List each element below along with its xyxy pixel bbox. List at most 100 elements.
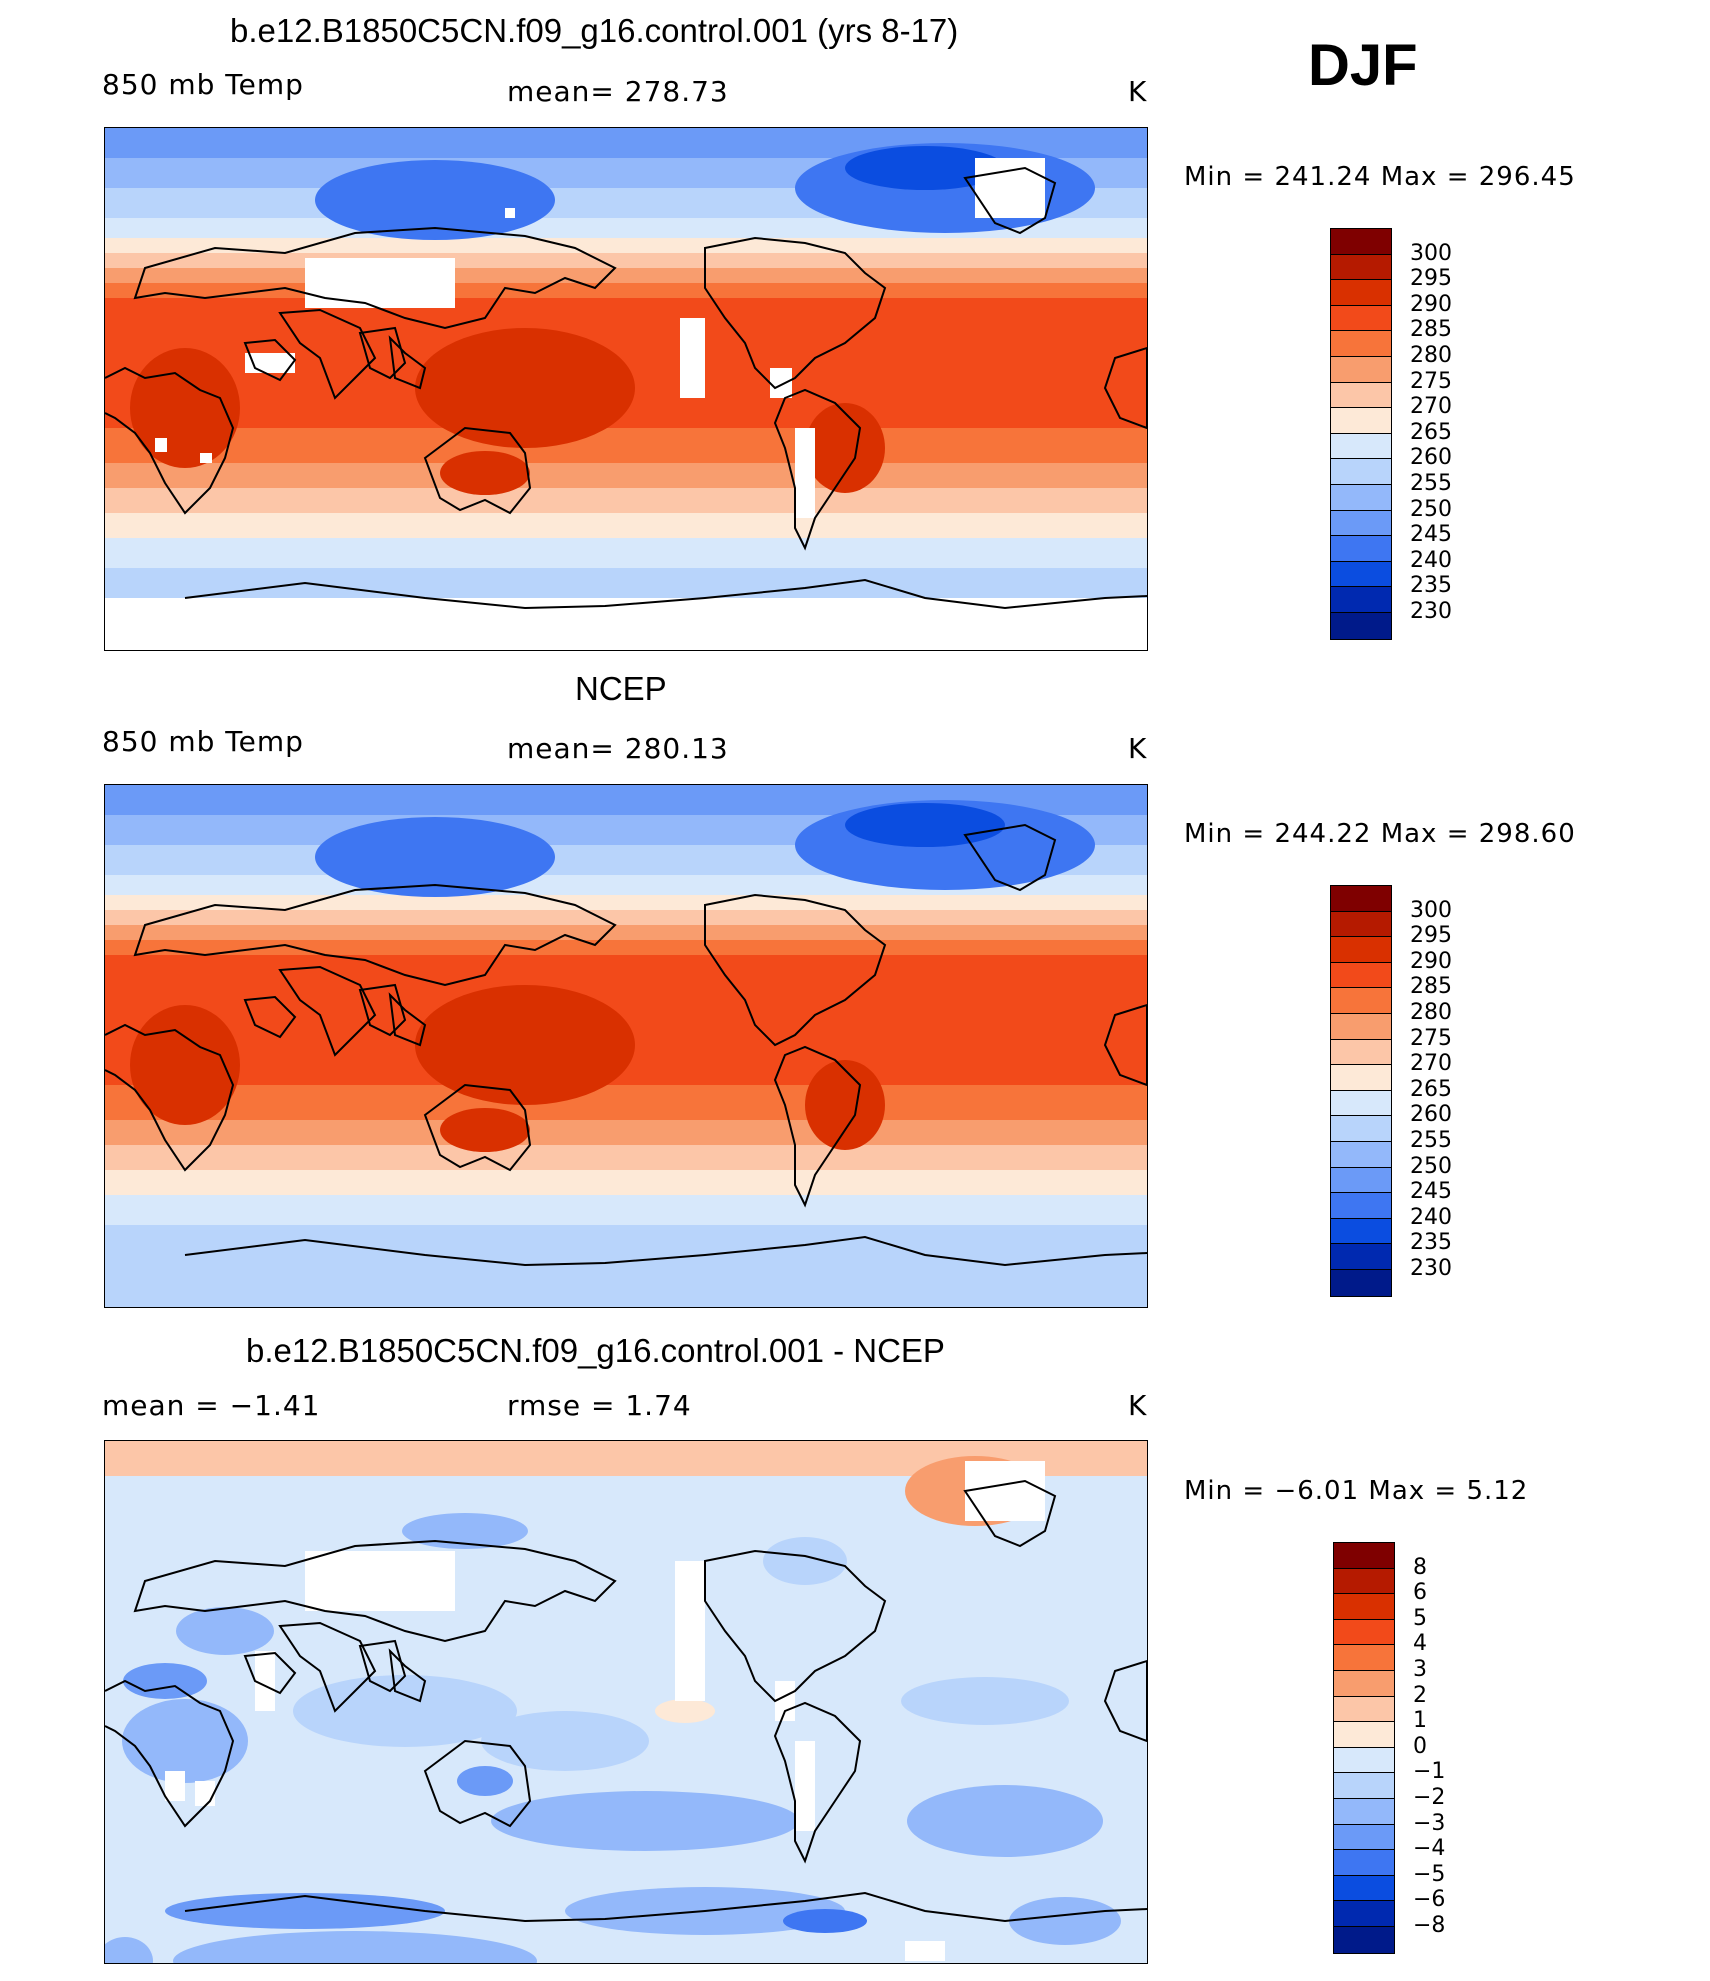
missing-data-patch <box>975 158 1045 218</box>
diff-anomaly-region <box>176 1607 274 1655</box>
diff-near-zero-region <box>655 1699 715 1723</box>
missing-data-patch <box>305 258 455 308</box>
coastline <box>1103 346 1147 430</box>
temperature-band <box>105 940 1147 955</box>
coastline <box>423 1739 532 1828</box>
cold-core-arctic <box>845 803 1005 847</box>
colorbar-tick-label: 2 <box>1413 1682 1427 1708</box>
coastline <box>243 995 297 1039</box>
missing-data-patch <box>155 438 167 452</box>
diff-anomaly-region <box>481 1711 649 1771</box>
coastline <box>133 1539 617 1643</box>
colorbar-tick-label: 1 <box>1413 1708 1427 1734</box>
colorbar-swatch <box>1331 1039 1391 1066</box>
colorbar-tick-label: 260 <box>1410 1102 1452 1128</box>
colorbar-tick-label: 230 <box>1410 599 1452 624</box>
panel3-units-label: K <box>1128 1389 1148 1422</box>
colorbar-swatch <box>1331 587 1391 613</box>
colorbar-tick-label: 8 <box>1413 1554 1427 1580</box>
temperature-band <box>105 268 1147 283</box>
coastline <box>704 893 887 1047</box>
colorbar-swatch <box>1331 433 1391 460</box>
panel2-map-field <box>105 785 1147 1307</box>
temperature-band <box>105 238 1147 253</box>
colorbar-swatch <box>1331 1090 1391 1117</box>
missing-data-patch <box>680 318 705 398</box>
missing-data-patch <box>505 208 515 218</box>
colorbar-swatch <box>1334 1619 1394 1646</box>
colorbar-swatch <box>1331 280 1391 306</box>
diff-anomaly-region <box>457 1766 513 1796</box>
colorbar-tick-label: 295 <box>1410 923 1452 949</box>
colorbar-swatch <box>1331 229 1391 255</box>
temperature-band <box>105 568 1147 598</box>
temperature-band <box>105 1225 1147 1255</box>
colorbar-swatch <box>1331 561 1391 588</box>
colorbar-tick-label: 4 <box>1413 1631 1427 1657</box>
panel3-colorbar <box>1333 1542 1395 1954</box>
coastline <box>243 1651 297 1695</box>
colorbar-swatch <box>1331 1065 1391 1091</box>
colorbar-swatch <box>1331 1218 1391 1245</box>
colorbar-swatch <box>1331 911 1391 938</box>
coastline <box>105 1679 235 1828</box>
diff-anomaly-region <box>783 1909 867 1933</box>
diff-anomaly-region <box>123 1663 207 1699</box>
colorbar-swatch <box>1331 1167 1391 1194</box>
panel2-variable-label: 850 mb Temp <box>102 725 304 758</box>
colorbar-tick-label: 300 <box>1410 897 1452 923</box>
warm-core-africa <box>130 1005 240 1125</box>
missing-data-patch <box>245 353 295 373</box>
colorbar-tick-label: 240 <box>1410 1204 1452 1230</box>
temperature-band <box>105 925 1147 940</box>
temperature-band <box>105 253 1147 268</box>
missing-data-patch <box>200 453 212 463</box>
colorbar-tick-label: −1 <box>1413 1759 1446 1785</box>
colorbar-tick-label: 5 <box>1413 1605 1427 1631</box>
missing-data-patch <box>305 1551 455 1611</box>
colorbar-swatch <box>1334 1798 1394 1825</box>
diff-anomaly-region <box>293 1675 517 1747</box>
temperature-band <box>105 1120 1147 1145</box>
warm-core-australia <box>440 1108 530 1152</box>
temperature-band <box>105 1195 1147 1225</box>
coastline <box>358 1639 407 1693</box>
colorbar-swatch <box>1334 1926 1394 1953</box>
coastline <box>423 1083 532 1172</box>
colorbar-swatch <box>1331 459 1391 485</box>
colorbar-swatch <box>1334 1543 1394 1569</box>
colorbar-tick-label: 255 <box>1410 471 1452 496</box>
colorbar-swatch <box>1331 1269 1391 1296</box>
temperature-band <box>105 1145 1147 1170</box>
diff-anomaly-region <box>122 1699 248 1783</box>
colorbar-swatch <box>1331 1116 1391 1142</box>
coastline <box>1103 1003 1147 1087</box>
colorbar-swatch <box>1331 254 1391 281</box>
warm-pool-indo-pacific <box>415 328 635 448</box>
colorbar-tick-label: −3 <box>1413 1810 1446 1836</box>
colorbar-swatch <box>1331 484 1391 511</box>
panel1-mean-label: mean= 278.73 <box>507 75 729 108</box>
colorbar-tick-label: −5 <box>1413 1861 1446 1887</box>
panel3-mean-label: mean = −1.41 <box>102 1389 321 1422</box>
coastline <box>963 166 1057 235</box>
coastline <box>704 236 887 390</box>
warm-pool-indo-pacific <box>415 985 635 1105</box>
colorbar-tick-label: 245 <box>1410 522 1452 548</box>
panel2-mean-label: mean= 280.13 <box>507 732 729 765</box>
panel2-colorbar <box>1330 885 1392 1297</box>
coastlines <box>105 823 1147 1267</box>
coastline <box>423 426 532 515</box>
colorbar-swatch <box>1334 1850 1394 1876</box>
diff-anomaly-region <box>105 1937 153 1963</box>
colorbar-tick-label: 295 <box>1410 266 1452 292</box>
panel1-title: b.e12.B1850C5CN.f09_g16.control.001 (yrs… <box>230 12 959 49</box>
colorbar-tick-label: 230 <box>1410 1256 1452 1281</box>
colorbar-swatch <box>1331 408 1391 434</box>
missing-data-patch <box>770 368 792 398</box>
coastlines <box>105 166 1147 610</box>
colorbar-tick-label: 3 <box>1413 1657 1427 1682</box>
colorbar-tick-label: 275 <box>1410 1025 1452 1051</box>
panel1-colorbar <box>1330 228 1392 640</box>
missing-data-patch <box>775 1681 795 1721</box>
